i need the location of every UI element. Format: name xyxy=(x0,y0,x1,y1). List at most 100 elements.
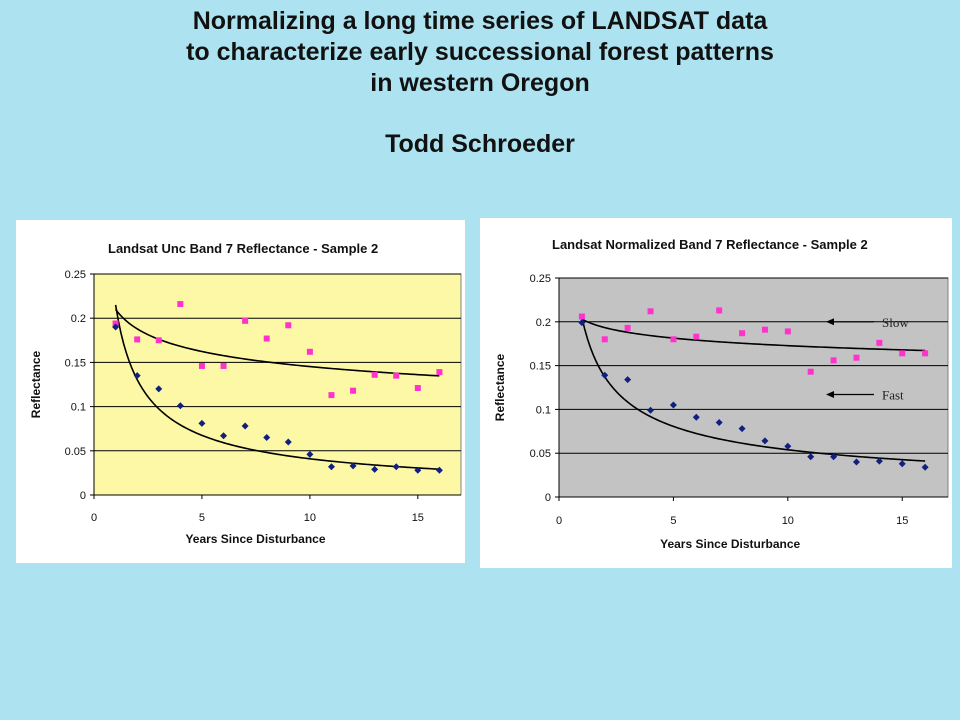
y-tick-label: 0 xyxy=(545,492,551,504)
data-point-square xyxy=(263,335,270,342)
data-point-square xyxy=(899,350,906,357)
y-tick-label: 0.2 xyxy=(71,313,86,325)
x-tick-label: 10 xyxy=(304,512,316,524)
data-point-diamond xyxy=(284,438,292,446)
y-tick-label: 0.25 xyxy=(530,273,551,285)
data-point-diamond xyxy=(198,419,206,427)
data-point-square xyxy=(876,339,883,346)
data-point-square xyxy=(306,348,313,355)
data-point-diamond xyxy=(601,371,609,379)
slide-title-line-3: in western Oregon xyxy=(370,69,590,97)
data-point-square xyxy=(350,387,357,394)
data-point-diamond xyxy=(133,372,141,380)
data-point-square xyxy=(807,368,814,375)
chart-normalized-band7: Landsat Normalized Band 7 Reflectance - … xyxy=(480,218,952,568)
data-point-diamond xyxy=(220,432,228,440)
trendline xyxy=(581,317,926,462)
data-point-square xyxy=(922,350,929,357)
data-point-diamond xyxy=(807,453,815,461)
annotation-label: Slow xyxy=(882,315,909,330)
data-point-square xyxy=(784,328,791,335)
annotation-arrow-head xyxy=(826,318,834,326)
chart-title: Landsat Normalized Band 7 Reflectance - … xyxy=(552,237,868,252)
data-point-square xyxy=(601,336,608,343)
data-point-diamond xyxy=(112,323,120,331)
data-point-diamond xyxy=(852,458,860,466)
data-point-square xyxy=(853,354,860,361)
y-tick-label: 0.15 xyxy=(65,357,86,369)
data-point-diamond xyxy=(241,422,249,430)
x-axis-label: Years Since Disturbance xyxy=(660,537,800,551)
data-point-square xyxy=(285,322,292,329)
data-point-square xyxy=(134,336,141,343)
data-point-square xyxy=(578,313,585,320)
data-point-diamond xyxy=(263,434,271,442)
data-point-square xyxy=(716,307,723,314)
data-point-diamond xyxy=(155,385,163,393)
data-point-diamond xyxy=(715,419,723,427)
y-tick-label: 0 xyxy=(80,490,86,502)
data-point-square xyxy=(670,336,677,343)
data-point-square xyxy=(155,337,162,344)
data-point-square xyxy=(112,320,119,327)
x-tick-label: 5 xyxy=(199,512,205,524)
plot-area xyxy=(93,273,462,496)
data-point-square xyxy=(328,392,335,399)
data-point-square xyxy=(647,308,654,315)
data-point-square xyxy=(177,301,184,308)
data-point-diamond xyxy=(435,466,443,474)
data-point-diamond xyxy=(176,402,184,410)
data-point-diamond xyxy=(392,463,400,471)
x-tick-label: 10 xyxy=(782,515,794,527)
y-tick-label: 0.05 xyxy=(530,448,551,460)
data-point-square xyxy=(393,372,400,379)
data-point-square xyxy=(830,357,837,364)
x-tick-label: 0 xyxy=(91,512,97,524)
x-tick-label: 15 xyxy=(412,512,424,524)
slide-title-line-2: to characterize early successional fores… xyxy=(186,38,774,66)
author-name: Todd Schroeder xyxy=(385,130,575,158)
x-tick-label: 5 xyxy=(670,515,676,527)
y-tick-label: 0.1 xyxy=(71,402,86,414)
slide-title: Normalizing a long time series of LANDSA… xyxy=(0,6,960,99)
data-point-square xyxy=(414,385,421,392)
data-point-square xyxy=(242,317,249,324)
data-point-square xyxy=(739,330,746,337)
slide-title-line-1: Normalizing a long time series of LANDSA… xyxy=(192,7,768,35)
data-point-diamond xyxy=(784,442,792,450)
data-point-diamond xyxy=(578,319,586,327)
x-tick-label: 0 xyxy=(556,515,562,527)
trendline xyxy=(114,304,440,470)
data-point-diamond xyxy=(692,413,700,421)
y-tick-label: 0.05 xyxy=(65,446,86,458)
data-point-square xyxy=(436,369,443,376)
data-point-diamond xyxy=(624,376,632,384)
chart-title: Landsat Unc Band 7 Reflectance - Sample … xyxy=(108,241,378,256)
data-point-square xyxy=(371,371,378,378)
data-point-diamond xyxy=(830,453,838,461)
data-point-square xyxy=(693,333,700,340)
x-axis-label: Years Since Disturbance xyxy=(185,532,325,546)
y-axis-label: Reflectance xyxy=(493,353,507,421)
data-point-square xyxy=(624,324,631,331)
data-point-diamond xyxy=(875,457,883,465)
trendline xyxy=(581,318,926,352)
data-point-diamond xyxy=(921,463,929,471)
data-point-diamond xyxy=(327,463,335,471)
x-tick-label: 15 xyxy=(896,515,908,527)
y-axis-label: Reflectance xyxy=(29,350,43,418)
data-point-diamond xyxy=(738,425,746,433)
data-point-diamond xyxy=(414,466,422,474)
y-tick-label: 0.25 xyxy=(65,269,86,281)
chart-unc-band7: Landsat Unc Band 7 Reflectance - Sample … xyxy=(16,220,465,563)
annotation-label: Fast xyxy=(882,388,904,403)
data-point-diamond xyxy=(371,465,379,473)
chart-unc-band7-svg: Landsat Unc Band 7 Reflectance - Sample … xyxy=(29,241,462,546)
data-point-diamond xyxy=(761,437,769,445)
y-tick-label: 0.15 xyxy=(530,361,551,373)
data-point-diamond xyxy=(349,462,357,470)
chart-normalized-band7-svg: Landsat Normalized Band 7 Reflectance - … xyxy=(493,237,949,551)
data-point-diamond xyxy=(647,406,655,414)
annotation-arrow-head xyxy=(826,391,834,399)
trendline xyxy=(114,308,440,377)
